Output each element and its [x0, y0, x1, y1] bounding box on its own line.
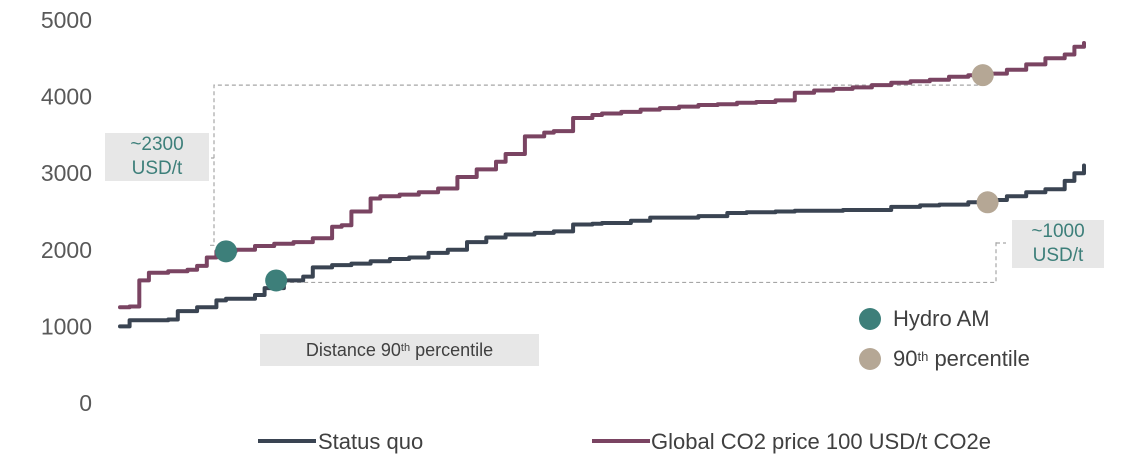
chart-markers — [215, 64, 999, 292]
distance-label-suffix: percentile — [410, 339, 494, 360]
status-quo-gap-annotation: ~1000 USD/t — [1012, 220, 1104, 268]
distance-label-sup: th — [400, 342, 411, 354]
series-lines — [118, 41, 1086, 329]
y-tick-label: 3000 — [41, 160, 92, 186]
co2-gap-bracket — [210, 84, 983, 246]
co2-gap-annotation: ~2300 USD/t — [105, 133, 209, 181]
status-quo-gap-unit: USD/t — [1032, 245, 1084, 266]
y-axis-ticks: 0 1000 2000 3000 4000 5000 — [41, 7, 92, 416]
hydro-legend-label: Hydro AM — [893, 306, 990, 331]
percentile-marker — [976, 191, 999, 214]
y-tick-label: 1000 — [41, 313, 92, 339]
y-tick-label: 0 — [79, 390, 92, 416]
percentile-legend-prefix: 90 — [893, 346, 918, 371]
status-quo-gap-value: ~1000 — [1031, 221, 1085, 242]
co2-price-line — [118, 41, 1086, 310]
percentile-marker — [971, 64, 994, 87]
percentile-legend-dot — [859, 348, 881, 370]
legend-label: Status quo — [318, 429, 423, 454]
status-quo-gap-bracket — [276, 242, 997, 284]
legend-label: Global CO2 price 100 USD/t CO2e — [651, 429, 991, 454]
percentile-legend-suffix: percentile — [928, 346, 1030, 371]
y-tick-label: 5000 — [41, 7, 92, 33]
hydro-legend-dot — [859, 308, 881, 330]
co2-gap-value: ~2300 — [130, 134, 184, 155]
co2-gap-unit: USD/t — [131, 158, 183, 179]
hydro-am-marker — [215, 240, 238, 263]
y-tick-label: 4000 — [41, 84, 92, 110]
hydro-am-marker — [265, 269, 288, 292]
hydro-legend-item: Hydro AM — [859, 306, 990, 332]
status-quo-line — [118, 163, 1086, 329]
y-tick-label: 2000 — [41, 237, 92, 263]
series-legend: Status quo Global CO2 price 100 USD/t CO2… — [258, 429, 991, 454]
distance-label-prefix: Distance 90 — [305, 339, 401, 360]
percentile-legend-sup: th — [917, 348, 929, 364]
